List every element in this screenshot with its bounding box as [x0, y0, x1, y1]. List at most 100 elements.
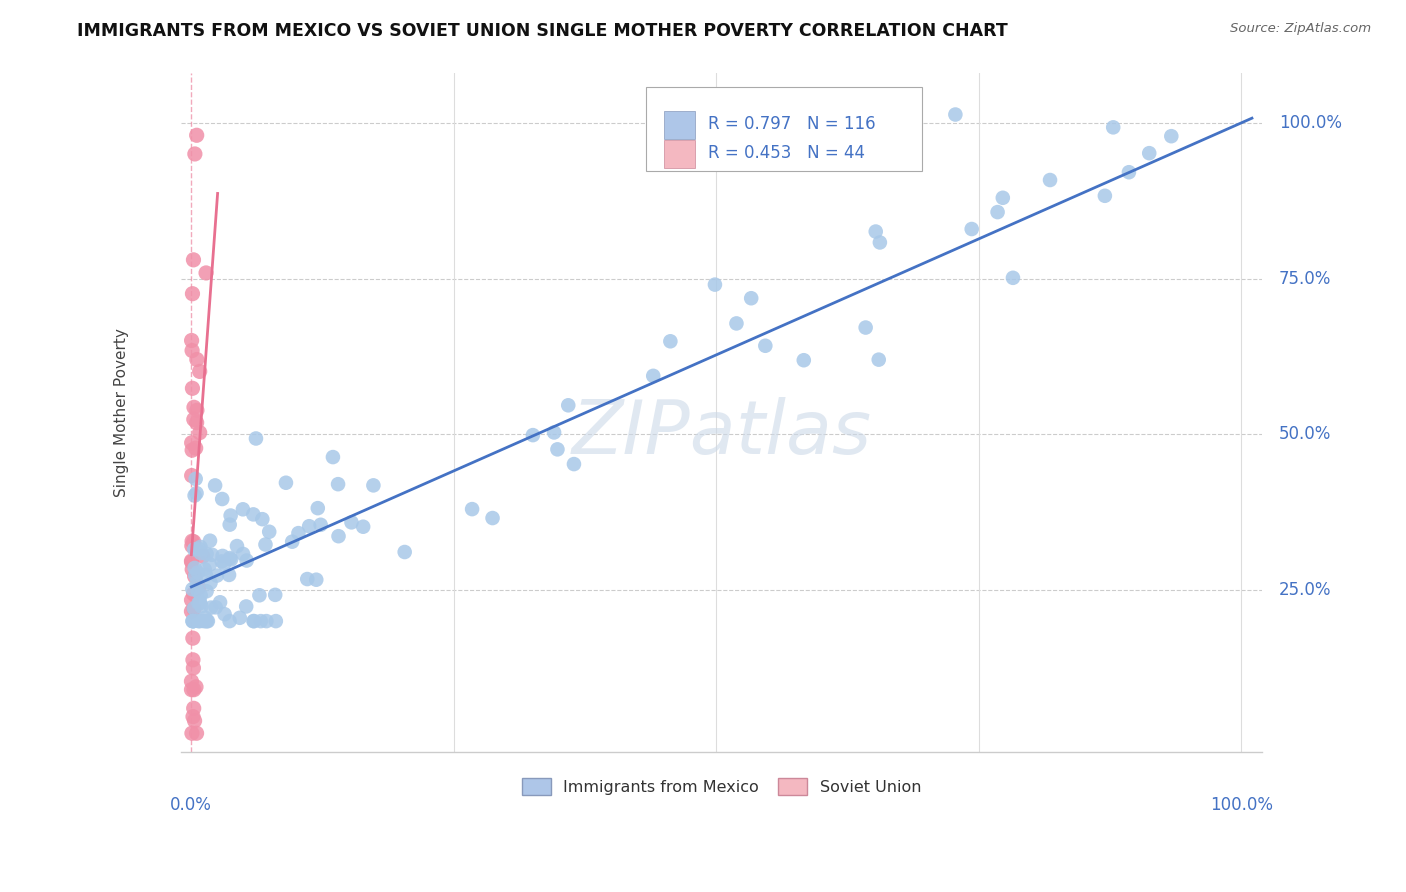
Point [181, 534, 204, 549]
Point [703, 277, 725, 292]
Point [183, 412, 205, 426]
Point [211, 549, 233, 563]
Point [281, 534, 304, 549]
Point [188, 425, 211, 440]
Point [197, 614, 219, 628]
Point [190, 546, 212, 560]
Point [183, 534, 205, 549]
Point [309, 517, 332, 532]
Point [252, 512, 274, 526]
Text: ZIPatlas: ZIPatlas [572, 397, 872, 469]
Point [183, 714, 205, 728]
Point [180, 674, 202, 689]
Point [945, 107, 967, 121]
Point [193, 614, 215, 628]
Point [195, 584, 218, 599]
Point [183, 569, 205, 583]
Point [740, 291, 762, 305]
Point [183, 701, 205, 715]
Point [181, 582, 204, 597]
Point [183, 614, 205, 628]
Text: Single Mother Poverty: Single Mother Poverty [114, 328, 129, 497]
Legend: Immigrants from Mexico, Soviet Union: Immigrants from Mexico, Soviet Union [516, 772, 928, 802]
Point [546, 442, 568, 457]
Point [183, 661, 205, 675]
Point [274, 475, 297, 490]
Point [184, 147, 207, 161]
Point [181, 286, 204, 301]
Point [183, 601, 205, 615]
Point [183, 587, 205, 601]
Point [180, 555, 202, 569]
Point [297, 572, 319, 586]
Point [181, 631, 204, 645]
Point [249, 614, 271, 628]
Point [180, 682, 202, 697]
Point [180, 593, 202, 607]
Point [188, 614, 211, 628]
Point [218, 517, 240, 532]
Point [235, 599, 257, 614]
Point [180, 539, 202, 553]
Point [183, 489, 205, 503]
Point [186, 416, 208, 430]
Text: R = 0.797   N = 116: R = 0.797 N = 116 [707, 115, 875, 133]
Point [183, 401, 205, 415]
Point [200, 600, 222, 615]
Point [194, 610, 217, 624]
Point [340, 516, 363, 530]
Point [188, 541, 211, 556]
Point [298, 519, 321, 533]
Point [181, 343, 204, 358]
Point [194, 614, 217, 628]
Point [186, 726, 208, 740]
FancyBboxPatch shape [664, 111, 695, 139]
Point [394, 545, 416, 559]
Point [211, 554, 233, 568]
Point [754, 339, 776, 353]
Point [194, 567, 217, 582]
Point [181, 709, 204, 723]
Point [363, 478, 385, 492]
Point [1094, 188, 1116, 202]
Text: IMMIGRANTS FROM MEXICO VS SOVIET UNION SINGLE MOTHER POVERTY CORRELATION CHART: IMMIGRANTS FROM MEXICO VS SOVIET UNION S… [77, 22, 1008, 40]
Point [186, 486, 208, 500]
Point [855, 320, 877, 334]
Point [865, 225, 887, 239]
Point [205, 568, 228, 582]
Point [183, 682, 205, 697]
Point [322, 450, 344, 464]
Point [287, 526, 309, 541]
Point [1039, 173, 1062, 187]
Point [242, 508, 264, 522]
Text: 75.0%: 75.0% [1278, 269, 1331, 287]
Point [725, 317, 748, 331]
Point [181, 443, 204, 458]
Point [195, 547, 218, 561]
Point [187, 614, 209, 628]
Point [181, 614, 204, 628]
Point [181, 381, 204, 395]
Point [218, 614, 240, 628]
Point [204, 478, 226, 492]
Point [214, 607, 236, 622]
Text: 50.0%: 50.0% [1278, 425, 1331, 443]
Point [562, 457, 585, 471]
Point [869, 235, 891, 250]
Point [219, 551, 242, 566]
Point [960, 222, 983, 236]
Point [264, 614, 287, 628]
Point [1160, 129, 1182, 144]
Point [557, 398, 579, 412]
Point [305, 573, 328, 587]
Point [218, 568, 240, 582]
Point [352, 519, 374, 533]
Point [219, 508, 242, 523]
Point [245, 432, 267, 446]
Point [254, 537, 277, 551]
Point [200, 575, 222, 590]
Point [481, 511, 503, 525]
Point [181, 653, 204, 667]
Point [190, 588, 212, 602]
Point [184, 441, 207, 455]
